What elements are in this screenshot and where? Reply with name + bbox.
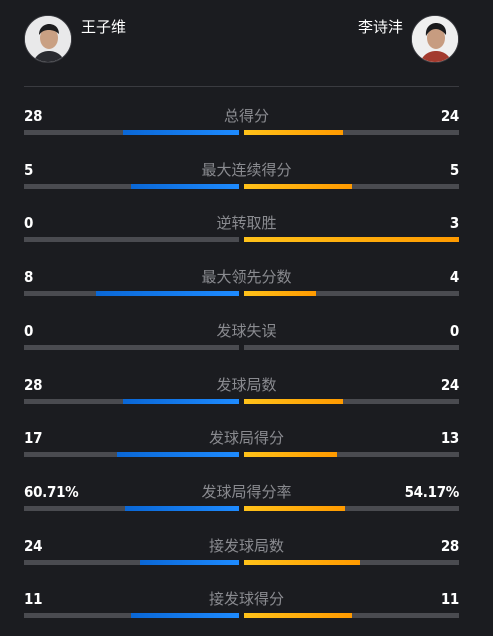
right-value: 24 [440, 376, 459, 394]
stat-label: 最大连续得分 [201, 161, 292, 179]
player-photo-icon [412, 16, 458, 62]
left-bar-track [24, 506, 239, 511]
stat-label: 逆转取胜 [216, 214, 277, 232]
left-value: 0 [24, 214, 34, 232]
player-photo-icon[interactable] [411, 15, 459, 63]
stat-label: 接发球局数 [208, 537, 284, 555]
right-bar-fill [244, 613, 352, 618]
right-value: 28 [440, 537, 459, 555]
right-bar-fill [244, 130, 343, 135]
stat-row: 5 最大连续得分 5 [0, 160, 493, 200]
left-value: 8 [24, 268, 34, 286]
right-bar-fill [244, 291, 316, 296]
stat-row: 11 接发球得分 11 [0, 589, 493, 629]
right-value: 54.17% [404, 483, 460, 501]
stat-row: 0 发球失误 0 [0, 321, 493, 361]
right-value: 4 [449, 268, 459, 286]
stat-row: 0 逆转取胜 3 [0, 213, 493, 253]
right-bar-track [244, 291, 459, 296]
left-bar-track [24, 345, 239, 350]
stat-label: 最大领先分数 [201, 268, 292, 286]
left-value: 5 [24, 161, 34, 179]
left-bar-track [24, 560, 239, 565]
stat-row: 28 总得分 24 [0, 106, 493, 146]
left-value: 11 [24, 590, 43, 608]
right-value: 13 [440, 429, 459, 447]
stat-row: 17 发球局得分 13 [0, 428, 493, 468]
right-value: 3 [449, 214, 459, 232]
left-bar-fill [125, 506, 239, 511]
players-header: 王子维 李诗沣 [0, 0, 493, 86]
right-value: 5 [449, 161, 459, 179]
stat-label: 总得分 [223, 107, 269, 125]
left-bar-fill [140, 560, 239, 565]
left-value: 17 [24, 429, 43, 447]
right-value: 24 [440, 107, 459, 125]
right-value: 0 [449, 322, 459, 340]
right-bar-fill [244, 506, 345, 511]
stat-label: 发球局得分率 [201, 483, 292, 501]
right-bar-track [244, 613, 459, 618]
right-bar-fill [244, 452, 337, 457]
right-bar-fill [244, 399, 343, 404]
left-bar-track [24, 237, 239, 242]
right-value: 11 [440, 590, 459, 608]
right-bar-track [244, 399, 459, 404]
left-bar-fill [131, 613, 239, 618]
left-bar-fill [123, 399, 239, 404]
right-bar-track [244, 560, 459, 565]
right-bar-track [244, 506, 459, 511]
left-bar-fill [131, 184, 239, 189]
header-divider [24, 86, 459, 87]
right-bar-track [244, 345, 459, 350]
stat-row: 60.71% 发球局得分率 54.17% [0, 482, 493, 522]
right-player-name[interactable]: 李诗沣 [357, 18, 403, 36]
left-value: 24 [24, 537, 43, 555]
right-bar-fill [244, 560, 360, 565]
stat-row: 24 接发球局数 28 [0, 536, 493, 576]
stat-label: 发球局数 [216, 376, 277, 394]
left-bar-fill [117, 452, 239, 457]
right-bar-track [244, 184, 459, 189]
left-bar-track [24, 291, 239, 296]
left-value: 0 [24, 322, 34, 340]
right-bar-fill [244, 237, 459, 242]
right-bar-track [244, 452, 459, 457]
player-photo-icon[interactable] [24, 15, 72, 63]
left-bar-track [24, 452, 239, 457]
left-bar-track [24, 399, 239, 404]
right-bar-fill [244, 184, 352, 189]
left-value: 28 [24, 107, 43, 125]
stat-label: 接发球得分 [208, 590, 284, 608]
left-bar-track [24, 130, 239, 135]
stat-row: 28 发球局数 24 [0, 375, 493, 415]
left-bar-fill [96, 291, 239, 296]
left-value: 28 [24, 376, 43, 394]
player-photo-icon [25, 16, 71, 62]
left-bar-track [24, 613, 239, 618]
right-bar-track [244, 130, 459, 135]
left-value: 60.71% [24, 483, 79, 501]
left-bar-fill [123, 130, 239, 135]
left-player-name[interactable]: 王子维 [81, 18, 127, 36]
stat-label: 发球局得分 [208, 429, 284, 447]
stat-label: 发球失误 [216, 322, 277, 340]
left-bar-track [24, 184, 239, 189]
stat-row: 8 最大领先分数 4 [0, 267, 493, 307]
right-bar-track [244, 237, 459, 242]
